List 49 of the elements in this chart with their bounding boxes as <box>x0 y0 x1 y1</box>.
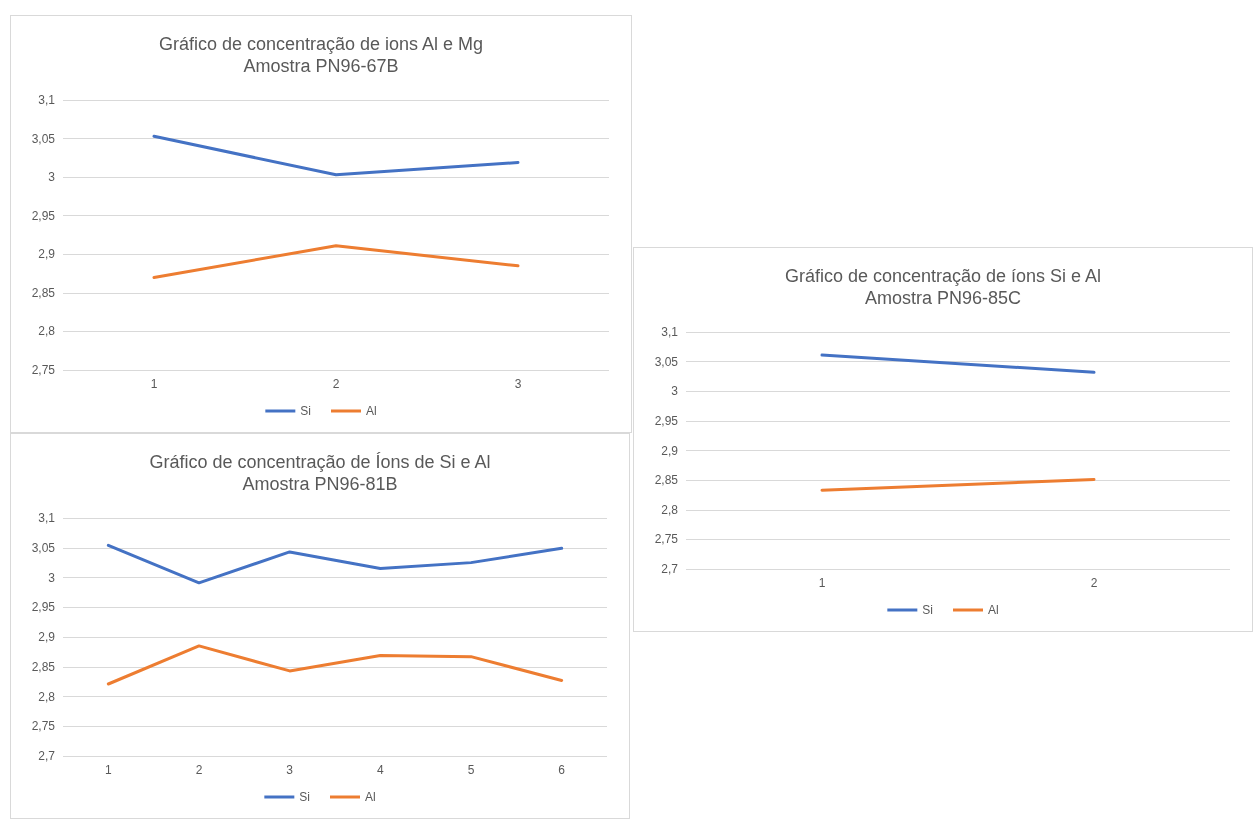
y-tick-label: 2,9 <box>38 247 56 262</box>
x-tick-label: 5 <box>467 763 475 777</box>
y-tick-label: 2,95 <box>654 413 679 428</box>
legend-label: Al <box>366 404 377 418</box>
legend-label: Al <box>988 603 999 617</box>
chart-title: Gráfico de concentração de ions Al e Mg <box>158 34 484 54</box>
x-tick-label: 6 <box>558 763 566 777</box>
y-tick-label: 3,1 <box>38 93 56 107</box>
y-tick-label: 3,1 <box>661 325 679 339</box>
y-tick-label: 3,05 <box>31 131 56 146</box>
y-tick-label: 2,9 <box>661 443 679 458</box>
y-tick-label: 2,75 <box>31 719 56 734</box>
y-tick-label: 3 <box>48 170 56 185</box>
x-tick-label: 2 <box>195 763 203 777</box>
chart-subtitle: Amostra PN96-85C <box>864 288 1022 308</box>
legend-label: Si <box>300 404 311 418</box>
legend-label: Si <box>922 603 933 617</box>
y-tick-label: 2,85 <box>31 285 56 300</box>
chart-title: Gráfico de concentração de Íons de Si e Al <box>149 452 491 472</box>
line-series <box>106 644 564 686</box>
chart-subtitle: Amostra PN96-67B <box>243 56 399 76</box>
line-series <box>106 543 564 585</box>
y-tick-label: 2,8 <box>38 689 56 704</box>
y-tick-label: 3,05 <box>31 540 56 555</box>
x-tick-label: 2 <box>1090 576 1098 590</box>
x-tick-label: 4 <box>376 763 384 777</box>
y-tick-label: 2,8 <box>38 324 56 339</box>
y-tick-label: 2,7 <box>38 749 56 763</box>
y-tick-label: 3,05 <box>654 354 679 369</box>
chart-subtitle: Amostra PN96-81B <box>242 474 398 494</box>
x-tick-label: 3 <box>514 377 522 391</box>
legend-label: Al <box>365 790 376 804</box>
chart-title: Gráfico de concentração de íons Si e Al <box>784 266 1102 286</box>
x-tick-label: 1 <box>104 763 112 777</box>
x-tick-label: 3 <box>286 763 294 777</box>
x-tick-label: 2 <box>332 377 340 391</box>
x-tick-label: 1 <box>818 576 826 590</box>
y-tick-label: 2,9 <box>38 630 56 644</box>
y-tick-label: 2,85 <box>654 473 679 488</box>
x-tick-label: 1 <box>150 377 158 391</box>
legend-label: Si <box>299 790 310 804</box>
y-tick-label: 2,8 <box>661 502 679 517</box>
y-tick-label: 2,75 <box>654 532 679 547</box>
y-tick-label: 3,1 <box>38 511 56 525</box>
y-tick-label: 2,95 <box>31 208 56 223</box>
y-tick-label: 2,7 <box>661 562 679 576</box>
y-tick-label: 2,75 <box>31 363 56 377</box>
y-tick-label: 2,95 <box>31 600 56 615</box>
y-tick-label: 2,85 <box>31 659 56 674</box>
